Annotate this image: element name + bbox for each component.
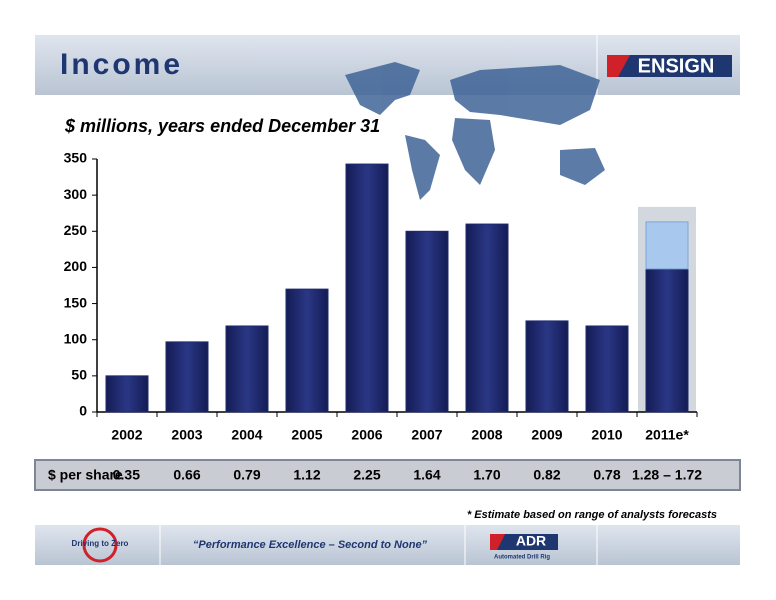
x-tick-label: 2003	[171, 427, 202, 443]
x-tick-label: 2005	[291, 427, 322, 443]
y-tick-label: 100	[64, 330, 88, 346]
ensign-logo-mark	[607, 55, 630, 77]
per-share-value: 1.64	[413, 467, 440, 483]
driving-logo: Driving to Zero	[72, 539, 129, 548]
x-tick-label: 2010	[591, 427, 622, 443]
bar	[225, 325, 269, 413]
per-share-value: 1.12	[293, 467, 320, 483]
estimate-range	[645, 221, 689, 270]
per-share-value: 1.70	[473, 467, 500, 483]
per-share-value: 2.25	[353, 467, 380, 483]
x-tick-label: 2002	[111, 427, 142, 443]
bar	[345, 163, 389, 413]
x-tick-label: 2009	[531, 427, 562, 443]
ensign-logo: ENSIGN	[638, 55, 715, 77]
y-tick-label: 250	[64, 222, 88, 238]
per-share-value: 0.66	[173, 467, 200, 483]
x-tick-label: 2008	[471, 427, 502, 443]
adr-logo-sub: Automated Drill Rig	[494, 555, 550, 561]
ensign-logo-bg	[607, 55, 732, 77]
per-share-value: 0.79	[233, 467, 260, 483]
chart-subtitle: $ millions, years ended December 31	[64, 116, 380, 136]
bar	[585, 325, 629, 413]
per-share-row	[34, 459, 741, 491]
per-share-label: $ per share	[48, 467, 123, 483]
y-tick-label: 350	[64, 150, 88, 166]
bar	[465, 223, 509, 413]
slide-title: Income	[60, 48, 183, 81]
footer-quote: “Performance Excellence – Second to None…	[193, 539, 428, 551]
adr-logo-mark	[490, 534, 505, 550]
y-tick-label: 50	[71, 367, 87, 383]
per-share-value: 1.28 – 1.72	[632, 467, 702, 483]
y-tick-label: 150	[64, 294, 88, 310]
bar	[405, 230, 449, 413]
y-tick-label: 200	[64, 258, 88, 274]
driving-logo-ring	[82, 527, 118, 563]
footer-band	[35, 525, 740, 565]
adr-logo: ADR	[516, 533, 546, 549]
bar	[165, 341, 209, 413]
y-tick-label: 300	[64, 186, 88, 202]
x-tick-label: 2011e*	[645, 427, 689, 443]
bar	[525, 320, 569, 413]
adr-logo-bg	[490, 534, 558, 550]
world-map	[345, 62, 605, 200]
x-tick-label: 2007	[411, 427, 442, 443]
bar	[105, 375, 149, 413]
bar	[645, 268, 689, 413]
footnote: * Estimate based on range of analysts fo…	[467, 509, 717, 521]
x-tick-label: 2004	[231, 427, 262, 443]
per-share-value: 0.35	[113, 467, 140, 483]
bar	[285, 288, 329, 413]
per-share-value: 0.82	[533, 467, 560, 483]
y-tick-label: 0	[79, 403, 87, 419]
per-share-value: 0.78	[593, 467, 620, 483]
x-tick-label: 2006	[351, 427, 382, 443]
chart: 0 50 100 150 200 250 300 350 2002 2003 2004 2005 200…	[64, 150, 698, 443]
